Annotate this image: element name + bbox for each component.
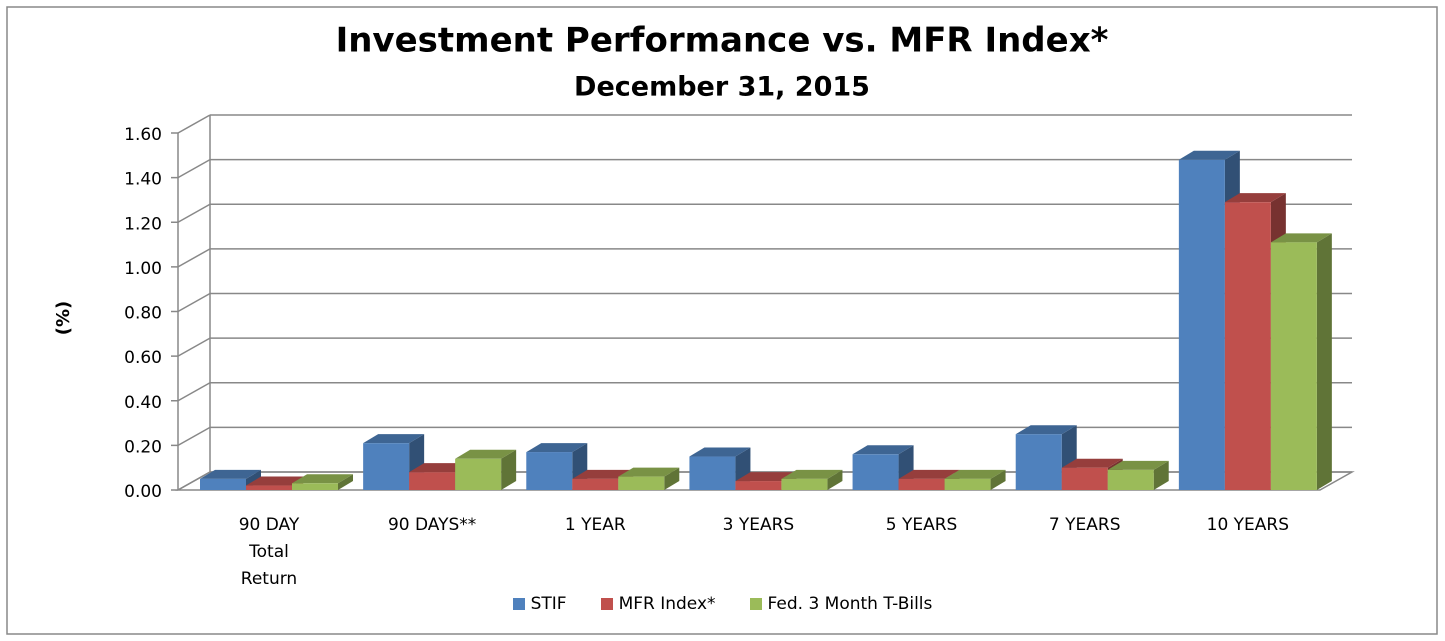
legend: STIF MFR Index* Fed. 3 Month T-Bills: [0, 594, 1445, 614]
bar: [852, 454, 899, 490]
x-tick-label: 90 DAYS**: [387, 515, 477, 535]
grid-line: [177, 382, 211, 402]
grid-line: [177, 114, 211, 134]
bar-top: [455, 449, 517, 459]
legend-item: MFR Index*: [600, 594, 716, 614]
bar-top: [735, 472, 797, 482]
x-tick-label: 90 DAY Total Return: [238, 515, 300, 589]
bar-side: [990, 469, 1006, 490]
x-tick-label: 5 YEARS: [885, 515, 958, 535]
legend-swatch: [749, 598, 762, 610]
bar-top: [781, 469, 843, 479]
bar-top: [1270, 233, 1332, 243]
grid-line: [177, 158, 211, 179]
bar-top: [689, 447, 751, 457]
y-axis-label: (%): [53, 301, 74, 336]
legend-label: MFR Index*: [618, 594, 716, 614]
y-tick-label: 1.00: [124, 259, 162, 279]
bar: [898, 478, 945, 490]
y-tick-label: 1.20: [124, 214, 162, 234]
legend-swatch: [600, 598, 613, 610]
grid-line: [177, 248, 211, 268]
bar-top: [1107, 460, 1169, 470]
bar-top: [898, 469, 960, 479]
bar: [292, 483, 338, 490]
x-tick-label: 10 YEARS: [1206, 515, 1290, 535]
bar: [1107, 469, 1154, 490]
y-tick-label: 0.40: [124, 393, 162, 413]
y-tick-label: 1.40: [124, 170, 162, 190]
bar-top: [200, 469, 261, 479]
chart-title: Investment Performance vs. MFR Index*: [336, 21, 1109, 61]
bar: [363, 443, 410, 490]
bar: [409, 472, 456, 490]
bar-top: [944, 469, 1006, 479]
bar: [572, 478, 619, 490]
legend-label: Fed. 3 Month T-Bills: [767, 594, 933, 614]
bar-top: [1224, 193, 1286, 203]
bar-top: [1178, 150, 1240, 160]
grid-line: [177, 426, 211, 447]
bar: [1178, 159, 1225, 490]
bar: [735, 481, 782, 490]
y-tick-label: 0.80: [124, 304, 162, 324]
bar-top: [246, 476, 307, 486]
bar-side: [827, 469, 843, 490]
bar-side: [664, 467, 680, 490]
bar: [1224, 202, 1271, 490]
bar-side: [1153, 460, 1169, 490]
bar: [618, 476, 665, 490]
x-tick-label: 7 YEARS: [1048, 515, 1121, 535]
bar: [1015, 434, 1062, 490]
legend-swatch: [512, 598, 525, 610]
bar-side: [1316, 233, 1332, 491]
bar-top: [292, 474, 353, 484]
bar-side: [501, 449, 517, 490]
y-tick-label: 0.20: [124, 437, 162, 457]
y-tick-label: 1.60: [124, 125, 162, 145]
bar-top: [1015, 425, 1077, 435]
bar-top: [618, 467, 680, 477]
bar-top: [1061, 458, 1123, 468]
bar-top: [852, 445, 914, 455]
bar-top: [363, 434, 425, 444]
grid-line: [177, 337, 211, 357]
bar: [455, 458, 502, 490]
bar-top: [526, 443, 588, 453]
bar: [526, 452, 573, 490]
y-tick-label: 0.00: [124, 482, 162, 502]
x-tick-label: 1 YEAR: [564, 515, 626, 535]
legend-item: STIF: [512, 594, 567, 614]
bar: [1061, 467, 1108, 490]
bar: [689, 456, 736, 490]
chart-subtitle: December 31, 2015: [574, 72, 870, 103]
bar-side: [338, 474, 353, 490]
bar-top: [572, 469, 634, 479]
x-tick-label: 3 YEARS: [722, 515, 795, 535]
bar-top: [409, 463, 471, 473]
bar: [944, 478, 991, 490]
legend-label: STIF: [530, 594, 567, 614]
bar: [1270, 242, 1317, 490]
grid-line: [177, 471, 211, 491]
bar: [200, 478, 246, 490]
bar: [246, 485, 292, 490]
grid-line: [177, 292, 211, 313]
y-tick-label: 0.60: [124, 348, 162, 368]
grid-line: [177, 203, 211, 223]
bar: [781, 478, 828, 490]
legend-item: Fed. 3 Month T-Bills: [749, 594, 933, 614]
